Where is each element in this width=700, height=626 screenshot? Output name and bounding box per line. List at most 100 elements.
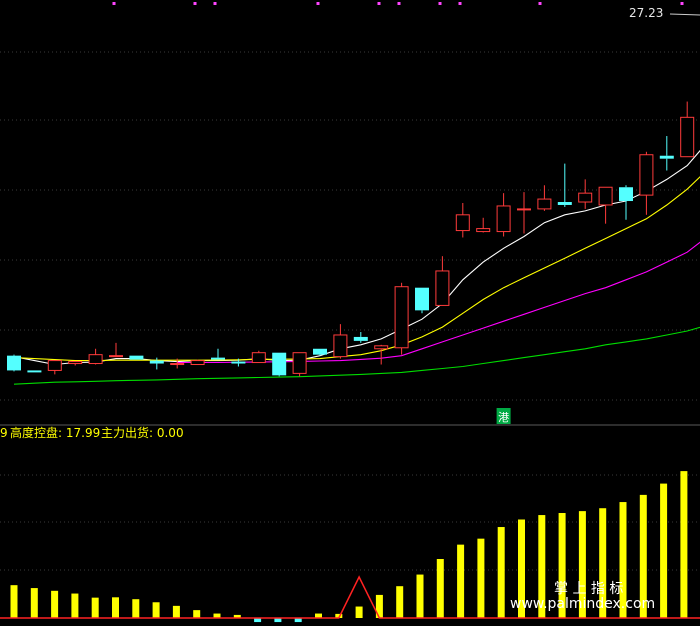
top-dots — [112, 2, 684, 5]
candle — [639, 151, 654, 215]
top-dot — [316, 2, 320, 5]
candle — [619, 185, 633, 220]
candle — [190, 359, 205, 366]
candle — [27, 370, 42, 373]
indicator-bar — [193, 610, 201, 618]
candle-body — [27, 370, 42, 373]
top-dot — [377, 2, 381, 5]
indicator-bar — [152, 602, 160, 618]
moving-average-lines — [13, 149, 700, 385]
indicator-bar — [91, 597, 99, 618]
candle-body — [435, 270, 450, 306]
candle-body — [272, 352, 287, 376]
indicator-bar — [335, 613, 343, 618]
candle-body — [292, 352, 307, 374]
indicator-bar — [639, 494, 647, 618]
indicator-bar — [436, 559, 444, 618]
indicator-bar — [538, 515, 546, 618]
candle — [680, 101, 695, 158]
candle — [394, 282, 409, 355]
indicator-bar — [172, 605, 180, 618]
indicator-bar — [518, 519, 525, 618]
candle-body — [455, 214, 470, 232]
top-dot — [458, 2, 462, 5]
candle-body — [476, 228, 491, 233]
top-dot — [213, 2, 217, 5]
indicator-grid — [0, 474, 700, 571]
candle-body — [578, 192, 593, 203]
candle-body — [353, 336, 368, 341]
candle-body — [68, 361, 83, 365]
indicator-bar — [416, 574, 424, 618]
top-dot — [538, 2, 542, 5]
legend-prefix: 9 — [0, 426, 8, 440]
indicator-legend: 9 高度控盘: 17.99 主力出货: 0.00 — [0, 425, 184, 440]
candle-body — [557, 202, 572, 205]
price-grid — [0, 51, 700, 426]
watermark-url: www.palmindex.com — [510, 596, 655, 612]
candle-body — [619, 187, 633, 202]
candle-body — [598, 186, 613, 206]
indicator-bar — [599, 508, 607, 618]
candle-body — [109, 355, 123, 358]
indicator-bar — [30, 588, 38, 618]
indicator-bar — [132, 599, 140, 618]
candle — [292, 352, 307, 377]
candle — [415, 287, 429, 314]
indicator-bar — [10, 585, 18, 618]
candle-body — [415, 287, 429, 311]
indicator-bar — [558, 513, 566, 618]
candle — [7, 354, 21, 372]
indicator-bar — [233, 614, 241, 618]
candle — [170, 358, 185, 369]
top-dot — [438, 2, 442, 5]
indicator-bar — [375, 594, 383, 618]
candle-body — [394, 286, 409, 349]
ma-line-2 — [13, 176, 700, 362]
indicator-bar-negative — [254, 618, 262, 623]
indicator-bar — [315, 613, 322, 618]
candle-body — [639, 154, 654, 196]
top-dot — [397, 2, 401, 5]
candle-body — [231, 361, 246, 364]
main-sell-line — [0, 575, 700, 619]
indicator-bar — [51, 590, 59, 618]
candles — [7, 13, 700, 377]
candle-body — [333, 334, 348, 358]
indicator-bar — [213, 613, 221, 618]
candle-body — [129, 355, 144, 360]
candle-body — [537, 198, 552, 210]
legend-high-control: 高度控盘: 17.99 — [10, 425, 100, 440]
indicator-bar — [619, 502, 627, 618]
candle — [272, 352, 287, 377]
candle — [231, 358, 246, 367]
indicator-bar — [71, 593, 79, 618]
candle — [598, 186, 613, 224]
candle-body — [7, 355, 21, 371]
indicator-bar — [112, 597, 119, 618]
candle — [578, 179, 593, 209]
candle — [129, 355, 144, 360]
indicator-bar-negative — [294, 618, 302, 623]
candle — [659, 136, 674, 171]
watermark-title: 掌 上 指 标 — [554, 581, 623, 597]
ma-line-1 — [13, 149, 700, 366]
indicator-bar — [457, 544, 465, 618]
candle-body — [211, 357, 225, 360]
candle-body — [659, 155, 674, 159]
candle-body — [88, 354, 103, 365]
candle-body — [170, 363, 185, 366]
markers: 港涨 — [496, 408, 511, 424]
candle-body — [374, 345, 389, 350]
indicator-bar — [578, 511, 586, 618]
marker-label: 港 — [498, 411, 509, 424]
top-dot — [193, 2, 197, 5]
ma-line-4 — [13, 326, 700, 385]
candle-body — [680, 116, 695, 158]
candle-body — [313, 348, 327, 355]
indicator-bar — [355, 606, 363, 618]
candle — [333, 324, 348, 359]
candle — [557, 163, 572, 207]
candle-body — [517, 208, 531, 211]
